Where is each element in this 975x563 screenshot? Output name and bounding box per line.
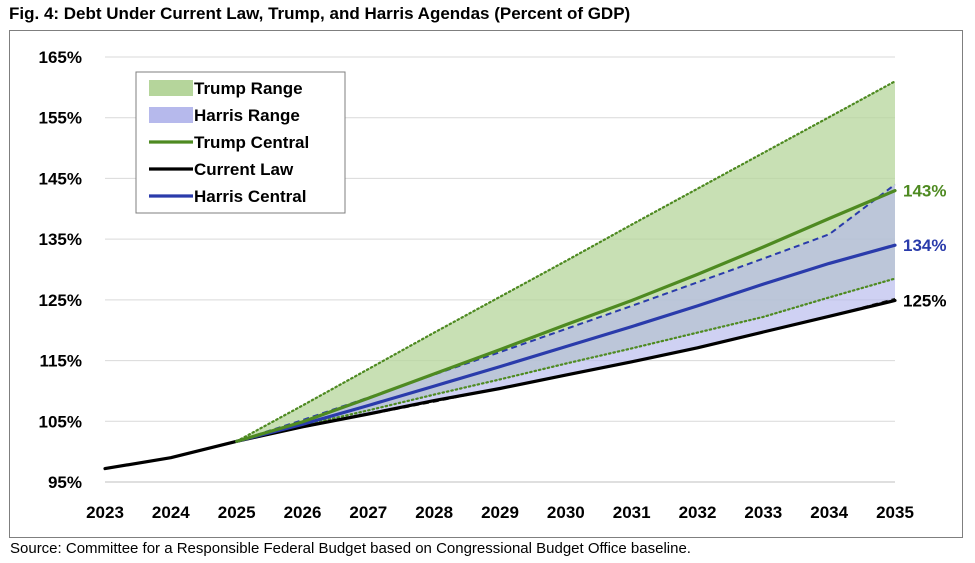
- figure-title: Fig. 4: Debt Under Current Law, Trump, a…: [9, 4, 631, 23]
- harris-range-band: [236, 184, 895, 442]
- x-tick-label: 2033: [744, 503, 782, 522]
- x-tick-label: 2029: [481, 503, 519, 522]
- y-tick-label: 145%: [39, 169, 82, 188]
- x-tick-label: 2032: [679, 503, 717, 522]
- y-tick-label: 95%: [48, 473, 82, 492]
- end-label: 143%: [903, 182, 946, 201]
- end-label: 125%: [903, 291, 946, 310]
- y-tick-label: 105%: [39, 412, 82, 431]
- legend-label: Trump Central: [194, 133, 309, 152]
- legend-label: Harris Range: [194, 106, 300, 125]
- legend-label: Harris Central: [194, 187, 306, 206]
- series-lines: [103, 189, 897, 471]
- axis-ticks: 95% 105% 115% 125% 135% 145% 155% 165% 2023 2024 2…: [39, 48, 914, 522]
- x-tick-label: 2035: [876, 503, 914, 522]
- x-tick-label: 2023: [86, 503, 124, 522]
- x-tick-label: 2030: [547, 503, 585, 522]
- x-tick-label: 2034: [810, 503, 848, 522]
- legend-label: Current Law: [194, 160, 294, 179]
- y-tick-label: 155%: [39, 109, 82, 128]
- y-tick-label: 135%: [39, 230, 82, 249]
- end-labels: 143% 134% 125%: [903, 182, 946, 311]
- y-tick-label: 165%: [39, 48, 82, 67]
- end-label: 134%: [903, 236, 946, 255]
- legend-label: Trump Range: [194, 79, 303, 98]
- source-note: Source: Committee for a Responsible Fede…: [10, 540, 691, 557]
- trump-central-line: [235, 189, 897, 443]
- legend: Trump Range Harris Range Trump Central Curr…: [135, 71, 346, 214]
- trump-range-upper-edge: [235, 80, 897, 443]
- x-tick-label: 2027: [349, 503, 387, 522]
- legend-swatch: [149, 80, 193, 96]
- x-tick-label: 2024: [152, 503, 190, 522]
- trump-range-lower-edge: [235, 277, 897, 443]
- x-tick-label: 2028: [415, 503, 453, 522]
- y-tick-label: 115%: [39, 352, 82, 371]
- x-tick-label: 2031: [613, 503, 651, 522]
- x-tick-label: 2025: [218, 503, 256, 522]
- legend-swatch: [149, 107, 193, 123]
- y-tick-label: 125%: [39, 291, 82, 310]
- harris-central-line: [235, 243, 897, 443]
- x-tick-label: 2026: [284, 503, 322, 522]
